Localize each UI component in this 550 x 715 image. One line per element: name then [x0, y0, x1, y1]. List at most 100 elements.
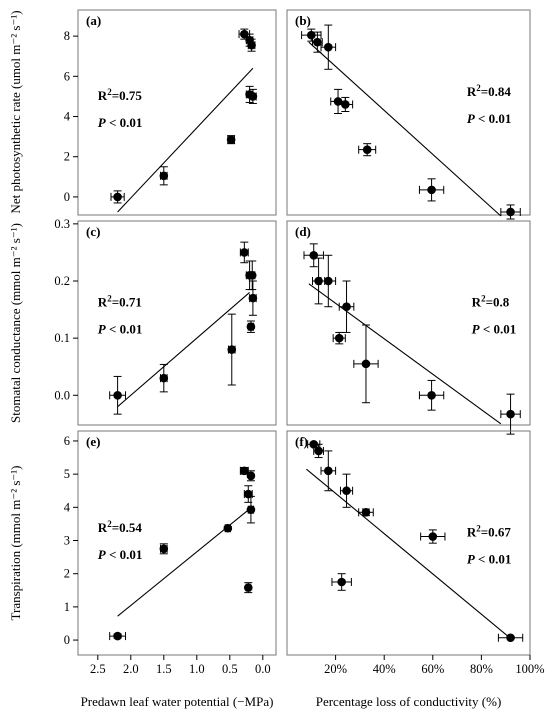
panel-letter: (e) [86, 434, 100, 449]
data-point [247, 40, 256, 50]
x-axis-label: Percentage loss of conductivity (%) [316, 694, 502, 709]
x-tick-label: 0.0 [255, 662, 271, 676]
data-point [223, 523, 233, 533]
x-tick-label: 60% [421, 662, 444, 676]
data-point [240, 248, 249, 257]
data-point-group [159, 543, 169, 555]
data-point-group [320, 450, 337, 492]
data-point-group [331, 573, 352, 591]
data-point-group [239, 241, 249, 264]
r-squared-label: R2=0.67 [467, 523, 512, 539]
panel-letter: (c) [86, 224, 100, 239]
x-tick-label: 2.0 [123, 662, 139, 676]
data-point [309, 439, 319, 449]
data-point [361, 359, 371, 369]
y-tick-label: 3 [64, 534, 70, 548]
data-point [159, 373, 169, 383]
data-point-group [248, 88, 258, 104]
data-point-group [247, 38, 256, 52]
data-point [159, 544, 169, 554]
data-point [248, 92, 258, 101]
p-value-label: P < 0.01 [98, 322, 143, 337]
y-tick-label: 5 [64, 467, 70, 481]
data-point [506, 633, 515, 643]
data-point-group [418, 379, 445, 411]
data-point-group [497, 633, 524, 643]
data-point-group [320, 254, 337, 308]
data-point [313, 37, 322, 47]
y-tick-label: 0 [64, 190, 70, 204]
y-axis-label: Transpiration (mmol m⁻² s⁻¹) [8, 465, 23, 620]
data-point [342, 486, 351, 496]
y-tick-label: 0.2 [54, 274, 70, 288]
x-tick-label: 20% [324, 662, 347, 676]
data-point-group [226, 135, 236, 145]
y-axis-label: Net photosynthetic rate (umol m⁻² s⁻¹) [8, 10, 23, 213]
panel-frame [286, 9, 531, 216]
data-point-group [247, 260, 257, 291]
regression-line [306, 468, 511, 639]
data-point [246, 505, 256, 514]
y-tick-label: 2 [64, 150, 70, 164]
y-tick-label: 0 [64, 633, 70, 647]
data-point [324, 276, 333, 286]
y-tick-label: 6 [64, 434, 70, 448]
data-point-group [339, 473, 354, 508]
x-tick-label: 1.5 [156, 662, 172, 676]
r-squared-label: R2=0.54 [98, 519, 143, 535]
x-axis-label: Predawn leaf water potential (−MPa) [81, 694, 274, 709]
r-squared-label: R2=0.75 [98, 87, 143, 103]
data-point-group [358, 508, 374, 517]
x-tick-label: 0.5 [222, 662, 238, 676]
data-point [240, 466, 249, 476]
y-tick-label: 1 [64, 600, 70, 614]
regression-line [117, 292, 250, 408]
y-tick-label: 4 [64, 110, 71, 124]
r-squared-label: R2=0.8 [472, 294, 510, 310]
data-point [113, 631, 122, 641]
data-point [324, 42, 333, 52]
data-point [427, 185, 436, 195]
p-value-label: P < 0.01 [98, 115, 143, 130]
regression-line [117, 67, 254, 213]
data-point-group [159, 363, 169, 393]
y-axis-label: Stomatal conductance (mmol m⁻² s⁻¹) [8, 223, 23, 423]
panel-letter: (d) [295, 224, 311, 239]
x-tick-label: 1.0 [189, 662, 205, 676]
panel-f: (f) 20% 40% 60% 80% 100% R2=0.67 P < 0.01 Percen… [286, 430, 545, 709]
data-point-group [243, 582, 253, 594]
data-point-group [500, 393, 521, 435]
data-point [337, 577, 346, 587]
x-tick-label: 2.5 [90, 662, 106, 676]
y-tick-label: 8 [64, 29, 70, 43]
data-point-group [246, 495, 256, 524]
data-point [506, 207, 515, 217]
data-point [361, 508, 371, 517]
data-point-group [109, 631, 127, 641]
x-tick-label: 80% [470, 662, 493, 676]
data-point [427, 390, 436, 400]
p-value-label: P < 0.01 [467, 111, 512, 126]
data-point-group [320, 24, 337, 70]
data-point [362, 145, 372, 154]
data-point [428, 532, 438, 541]
y-tick-label: 6 [64, 69, 70, 83]
panel-frame [77, 430, 277, 656]
data-point [334, 333, 344, 343]
data-point [246, 322, 256, 332]
panel-letter: (b) [295, 13, 311, 28]
data-point-group [246, 470, 256, 482]
data-point [342, 302, 351, 312]
data-point-group [332, 331, 346, 345]
y-tick-label: 0.1 [54, 331, 70, 345]
data-point [243, 583, 253, 592]
x-tick-label: 100% [515, 662, 544, 676]
panel-frame [77, 9, 277, 216]
data-point-group [313, 443, 324, 459]
data-point [324, 466, 333, 476]
data-point [246, 471, 256, 481]
panel-e: (e) 0 1 2 3 4 5 6 2.5 2.0 1.5 1.0 0.5 0.0 R2=0.54 P < 0… [8, 430, 277, 709]
p-value-label: P < 0.01 [467, 551, 512, 566]
y-tick-label: 4 [64, 500, 71, 514]
